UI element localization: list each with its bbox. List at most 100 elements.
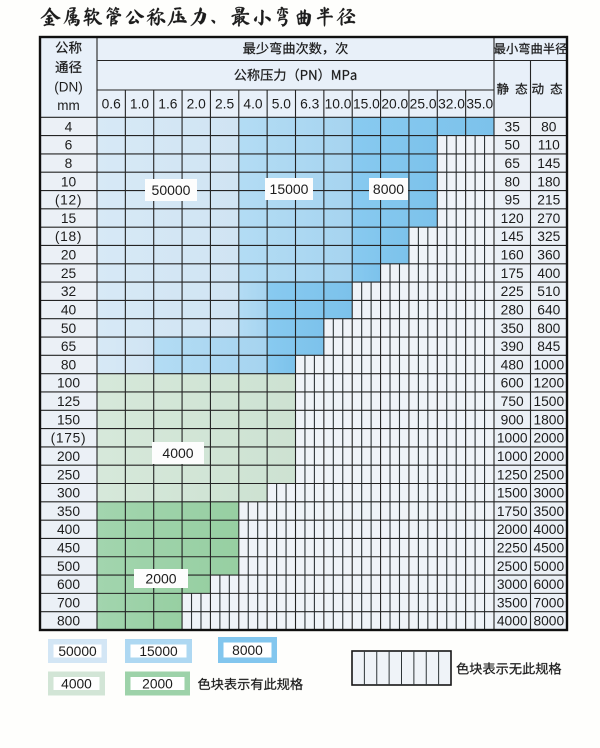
svg-text:32.0: 32.0 [438,96,465,111]
svg-text:4.0: 4.0 [243,96,263,111]
svg-text:50: 50 [61,321,77,336]
svg-text:225: 225 [501,284,524,299]
svg-text:2.5: 2.5 [215,96,235,111]
svg-text:4000: 4000 [61,676,92,691]
svg-text:50000: 50000 [58,644,97,659]
svg-text:5000: 5000 [533,559,564,574]
svg-text:2250: 2250 [497,541,528,556]
svg-text:1000: 1000 [497,431,528,446]
svg-text:640: 640 [537,303,560,318]
svg-text:1.0: 1.0 [130,96,150,111]
svg-text:270: 270 [537,211,560,226]
svg-text:15000: 15000 [139,644,178,659]
svg-text:3500: 3500 [497,595,528,610]
svg-text:50000: 50000 [152,182,191,198]
svg-text:200: 200 [57,449,80,464]
svg-text:95: 95 [505,193,521,208]
svg-text:8: 8 [65,156,73,171]
svg-text:25: 25 [61,266,77,281]
svg-text:845: 845 [537,339,560,354]
svg-text:400: 400 [57,522,80,537]
svg-text:2000: 2000 [145,570,176,586]
svg-text:25.0: 25.0 [410,96,437,111]
svg-text:400: 400 [537,266,560,281]
svg-text:15: 15 [61,211,77,226]
svg-text:700: 700 [57,595,80,610]
svg-text:125: 125 [57,394,80,409]
svg-text:15.0: 15.0 [353,96,380,111]
svg-text:100: 100 [57,376,80,391]
svg-text:6: 6 [65,138,73,153]
svg-text:325: 325 [537,229,560,244]
svg-text:15000: 15000 [270,181,309,197]
svg-text:80: 80 [505,174,521,189]
svg-text:750: 750 [501,394,524,409]
svg-text:215: 215 [537,193,560,208]
svg-text:800: 800 [537,321,560,336]
svg-text:1250: 1250 [497,467,528,482]
svg-text:1200: 1200 [533,376,564,391]
svg-text:(12): (12) [55,193,82,208]
svg-text:1.6: 1.6 [158,96,178,111]
svg-text:450: 450 [57,541,80,556]
svg-text:2500: 2500 [533,467,564,482]
svg-text:4: 4 [65,119,73,134]
svg-text:2000: 2000 [142,676,173,691]
svg-text:8000: 8000 [533,614,564,629]
svg-text:145: 145 [501,229,524,244]
svg-text:150: 150 [57,412,80,427]
svg-text:1000: 1000 [533,357,564,372]
svg-text:600: 600 [57,577,80,592]
svg-text:4000: 4000 [533,522,564,537]
svg-text:120: 120 [501,211,524,226]
svg-text:32: 32 [61,284,76,299]
svg-text:1750: 1750 [497,504,528,519]
svg-text:2000: 2000 [533,449,564,464]
svg-text:175: 175 [501,266,524,281]
svg-text:600: 600 [501,376,524,391]
svg-text:65: 65 [61,339,77,354]
svg-text:20.0: 20.0 [381,96,408,111]
svg-text:3000: 3000 [497,577,528,592]
svg-text:350: 350 [501,321,524,336]
svg-text:4000: 4000 [497,614,528,629]
svg-text:2000: 2000 [533,431,564,446]
svg-text:0.6: 0.6 [102,96,122,111]
svg-text:500: 500 [57,559,80,574]
svg-text:80: 80 [541,119,557,134]
svg-text:80: 80 [61,357,77,372]
svg-text:480: 480 [501,357,524,372]
svg-text:5.0: 5.0 [272,96,292,111]
svg-text:390: 390 [501,339,524,354]
svg-text:2000: 2000 [497,522,528,537]
svg-text:160: 160 [501,248,524,263]
svg-text:6000: 6000 [533,577,564,592]
svg-text:2500: 2500 [497,559,528,574]
svg-text:6.3: 6.3 [300,96,320,111]
svg-text:65: 65 [505,156,521,171]
svg-text:35.0: 35.0 [466,96,493,111]
svg-text:8000: 8000 [373,181,404,197]
svg-text:20: 20 [61,248,77,263]
svg-text:7000: 7000 [533,595,564,610]
svg-text:4000: 4000 [162,445,193,461]
svg-text:2.0: 2.0 [187,96,207,111]
svg-text:1000: 1000 [497,449,528,464]
svg-text:mm: mm [57,98,80,113]
svg-text:(18): (18) [55,229,82,244]
svg-text:10: 10 [61,174,77,189]
svg-text:180: 180 [537,174,560,189]
svg-text:110: 110 [538,138,560,153]
svg-text:250: 250 [57,467,80,482]
svg-text:(175): (175) [51,431,87,446]
svg-text:1800: 1800 [533,412,564,427]
svg-text:900: 900 [501,412,524,427]
svg-text:145: 145 [537,156,560,171]
svg-text:4500: 4500 [533,541,564,556]
svg-text:10.0: 10.0 [325,96,352,111]
svg-text:360: 360 [537,248,560,263]
svg-text:3000: 3000 [533,486,564,501]
svg-text:50: 50 [505,138,521,153]
svg-text:3500: 3500 [533,504,564,519]
svg-text:300: 300 [57,486,80,501]
